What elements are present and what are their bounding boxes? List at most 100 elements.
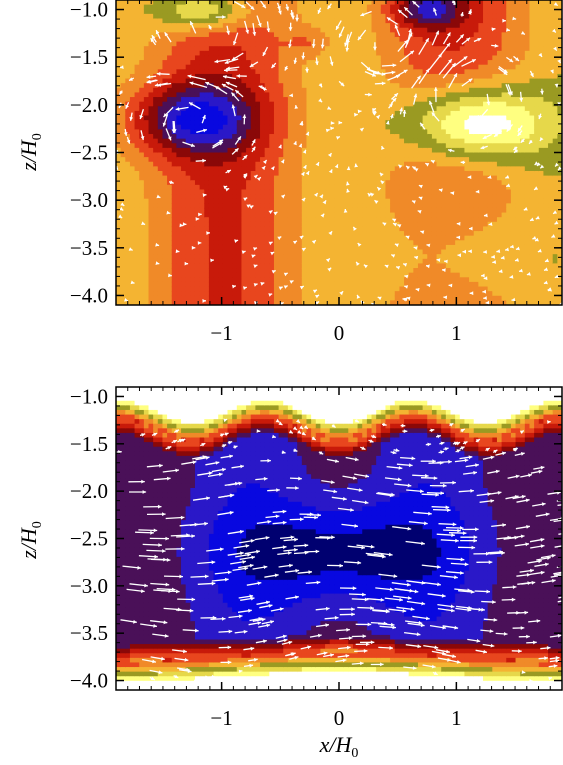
heatmap-cell bbox=[162, 23, 168, 29]
heatmap-cell bbox=[320, 73, 326, 80]
heatmap-cell bbox=[362, 157, 368, 163]
heatmap-cell bbox=[371, 166, 377, 172]
heatmap-cell bbox=[329, 240, 335, 246]
heatmap-cell bbox=[162, 235, 168, 241]
heatmap-cell bbox=[292, 277, 298, 283]
heatmap-cell bbox=[334, 157, 340, 163]
heatmap-cell bbox=[436, 184, 442, 191]
heatmap-cell bbox=[436, 203, 442, 209]
heatmap-cell bbox=[278, 147, 284, 154]
heatmap-cell bbox=[283, 258, 289, 265]
heatmap-cell bbox=[385, 221, 391, 228]
heatmap-cell bbox=[260, 189, 266, 195]
heatmap-cell bbox=[116, 138, 122, 144]
heatmap-cell bbox=[204, 194, 210, 200]
heatmap-cell bbox=[334, 263, 340, 269]
heatmap-cell bbox=[116, 4, 122, 10]
heatmap-cell bbox=[343, 83, 349, 89]
heatmap-cell bbox=[273, 110, 280, 117]
heatmap-cell bbox=[306, 198, 312, 204]
heatmap-cell bbox=[222, 281, 229, 288]
heatmap-cell bbox=[129, 106, 136, 112]
heatmap-cell bbox=[325, 194, 331, 200]
heatmap-cell bbox=[366, 23, 373, 29]
heatmap-cell bbox=[311, 268, 317, 274]
heatmap-cell bbox=[450, 138, 456, 144]
heatmap-cell bbox=[208, 249, 215, 255]
heatmap-cell bbox=[329, 268, 335, 274]
heatmap-cell bbox=[273, 240, 280, 246]
heatmap-cell bbox=[459, 120, 466, 126]
heatmap-cell bbox=[404, 249, 410, 255]
heatmap-cell bbox=[273, 97, 280, 103]
heatmap-cell bbox=[348, 161, 354, 167]
heatmap-cell bbox=[297, 36, 303, 43]
heatmap-cell bbox=[194, 198, 201, 204]
heatmap-cell bbox=[422, 291, 428, 297]
heatmap-cell bbox=[190, 4, 196, 10]
heatmap-cell bbox=[334, 69, 340, 75]
heatmap-cell bbox=[227, 300, 233, 305]
heatmap-cell bbox=[232, 106, 238, 112]
heatmap-cell bbox=[306, 235, 312, 241]
heatmap-cell bbox=[232, 152, 238, 158]
heatmap-cell bbox=[348, 207, 354, 214]
heatmap-cell bbox=[371, 286, 377, 292]
heatmap-cell bbox=[376, 189, 382, 195]
heatmap-cell bbox=[441, 36, 447, 43]
heatmap-cell bbox=[208, 244, 215, 251]
heatmap-cell bbox=[320, 18, 326, 24]
heatmap-cell bbox=[413, 147, 419, 154]
heatmap-cell bbox=[292, 189, 298, 195]
heatmap-cell bbox=[385, 36, 391, 43]
heatmap-cell bbox=[116, 175, 122, 181]
heatmap-cell bbox=[431, 64, 438, 70]
heatmap-cell bbox=[171, 134, 177, 140]
heatmap-cell bbox=[450, 235, 456, 241]
heatmap-cell bbox=[171, 55, 177, 61]
heatmap-cell bbox=[306, 166, 312, 172]
heatmap-cell bbox=[181, 272, 187, 278]
heatmap-cell bbox=[176, 268, 182, 274]
heatmap-cell bbox=[357, 249, 363, 255]
heatmap-cell bbox=[436, 64, 442, 70]
heatmap-cell bbox=[399, 110, 405, 117]
heatmap-cell bbox=[153, 0, 159, 6]
heatmap-cell bbox=[366, 73, 373, 80]
heatmap-cell bbox=[213, 9, 219, 15]
heatmap-cell bbox=[450, 277, 456, 283]
heatmap-cell bbox=[413, 180, 419, 186]
heatmap-cell bbox=[139, 143, 145, 149]
heatmap-cell bbox=[399, 184, 405, 191]
heatmap-cell bbox=[455, 244, 461, 251]
heatmap-cell bbox=[273, 46, 280, 52]
heatmap-cell bbox=[176, 180, 182, 186]
heatmap-cell bbox=[441, 175, 447, 181]
heatmap-cell bbox=[357, 258, 363, 265]
heatmap-cell bbox=[441, 207, 447, 214]
heatmap-cell bbox=[176, 23, 182, 29]
heatmap-cell bbox=[339, 249, 345, 255]
heatmap-cell bbox=[417, 295, 424, 301]
heatmap-cell bbox=[427, 129, 433, 135]
heatmap-cell bbox=[264, 277, 270, 283]
heatmap-cell bbox=[390, 23, 396, 29]
heatmap-cell bbox=[343, 97, 349, 103]
heatmap-cell bbox=[116, 286, 122, 292]
heatmap-cell bbox=[278, 295, 284, 301]
heatmap-cell bbox=[343, 23, 349, 29]
heatmap-cell bbox=[427, 78, 433, 84]
heatmap-cell bbox=[264, 194, 270, 200]
heatmap-cell bbox=[408, 78, 414, 84]
heatmap-cell bbox=[134, 27, 140, 33]
heatmap-cell bbox=[315, 124, 322, 130]
heatmap-cell bbox=[352, 0, 359, 6]
heatmap-cell bbox=[297, 4, 303, 10]
heatmap-cell bbox=[366, 152, 373, 158]
heatmap-cell bbox=[385, 147, 391, 154]
heatmap-cell bbox=[246, 166, 252, 172]
heatmap-cell bbox=[125, 231, 131, 237]
heatmap-cell bbox=[413, 106, 419, 112]
heatmap-cell bbox=[455, 9, 461, 15]
heatmap-cell bbox=[315, 18, 322, 24]
